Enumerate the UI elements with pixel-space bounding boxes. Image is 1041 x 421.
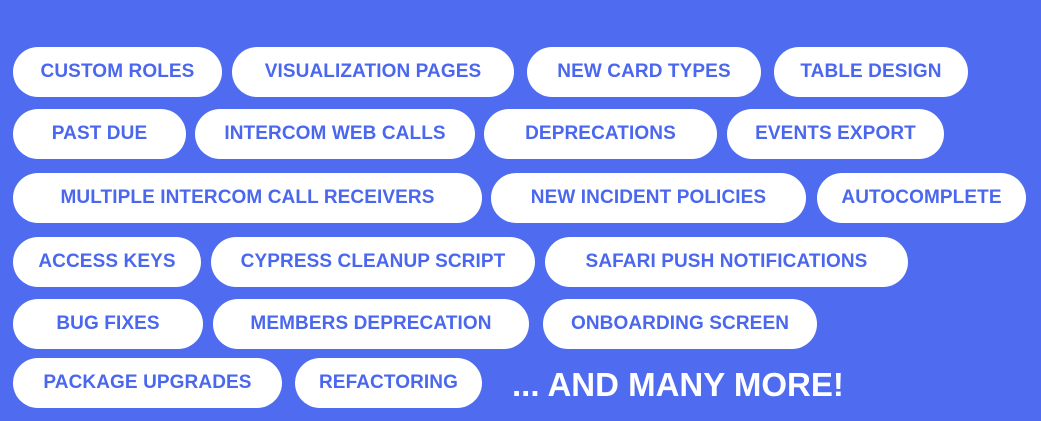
tag-onboarding-screen: ONBOARDING SCREEN xyxy=(543,299,817,349)
tag-access-keys: ACCESS KEYS xyxy=(13,237,201,287)
tag-multiple-intercom-call-receivers: MULTIPLE INTERCOM CALL RECEIVERS xyxy=(13,173,482,223)
and-many-more-text: ... AND MANY MORE! xyxy=(512,366,844,403)
tag-new-incident-policies: NEW INCIDENT POLICIES xyxy=(491,173,806,223)
tag-intercom-web-calls: INTERCOM WEB CALLS xyxy=(195,109,475,159)
tag-bug-fixes: BUG FIXES xyxy=(13,299,203,349)
tag-events-export: EVENTS EXPORT xyxy=(727,109,944,159)
tag-safari-push-notifications: SAFARI PUSH NOTIFICATIONS xyxy=(545,237,908,287)
tag-refactoring: REFACTORING xyxy=(295,358,482,408)
tag-members-deprecation: MEMBERS DEPRECATION xyxy=(213,299,529,349)
tag-past-due: PAST DUE xyxy=(13,109,186,159)
tag-new-card-types: NEW CARD TYPES xyxy=(527,47,761,97)
tag-custom-roles: CUSTOM ROLES xyxy=(13,47,222,97)
tag-deprecations: DEPRECATIONS xyxy=(484,109,717,159)
tag-table-design: TABLE DESIGN xyxy=(774,47,968,97)
tag-autocomplete: AUTOCOMPLETE xyxy=(817,173,1026,223)
tag-visualization-pages: VISUALIZATION PAGES xyxy=(232,47,514,97)
tag-cypress-cleanup-script: CYPRESS CLEANUP SCRIPT xyxy=(211,237,535,287)
tag-package-upgrades: PACKAGE UPGRADES xyxy=(13,358,282,408)
